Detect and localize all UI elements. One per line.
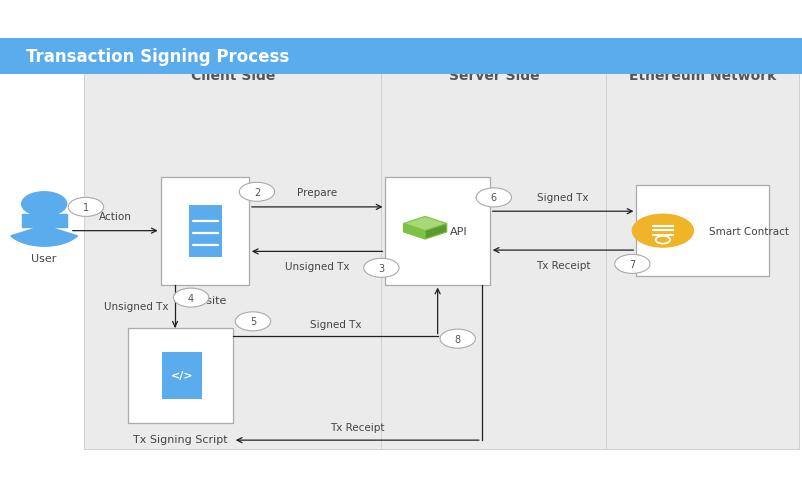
FancyBboxPatch shape — [0, 39, 802, 75]
Text: Prepare: Prepare — [297, 188, 337, 198]
Text: Website: Website — [182, 296, 227, 306]
Circle shape — [632, 215, 693, 248]
Circle shape — [476, 189, 511, 207]
Polygon shape — [403, 224, 424, 240]
Text: Ethereum Network: Ethereum Network — [628, 69, 776, 83]
Text: Signed Tx: Signed Tx — [537, 192, 588, 202]
Circle shape — [614, 255, 650, 274]
Text: Smart Contract: Smart Contract — [708, 226, 788, 236]
Text: 8: 8 — [454, 334, 460, 344]
FancyBboxPatch shape — [162, 352, 201, 399]
FancyBboxPatch shape — [128, 328, 233, 423]
FancyBboxPatch shape — [381, 57, 606, 449]
Wedge shape — [10, 226, 78, 247]
Polygon shape — [403, 217, 446, 231]
Text: Action: Action — [99, 212, 132, 222]
Text: 6: 6 — [490, 193, 496, 203]
Text: Unsigned Tx: Unsigned Tx — [104, 301, 168, 312]
Text: 3: 3 — [378, 263, 384, 273]
Circle shape — [439, 329, 475, 348]
FancyBboxPatch shape — [22, 215, 67, 228]
Text: Tx Receipt: Tx Receipt — [330, 422, 384, 432]
Text: 2: 2 — [253, 187, 260, 197]
Circle shape — [235, 312, 270, 331]
Text: Transaction Signing Process: Transaction Signing Process — [26, 48, 289, 66]
Circle shape — [173, 288, 209, 308]
Circle shape — [239, 183, 274, 202]
FancyBboxPatch shape — [385, 177, 489, 285]
FancyBboxPatch shape — [188, 205, 222, 257]
Circle shape — [22, 192, 67, 216]
FancyBboxPatch shape — [84, 57, 381, 449]
Polygon shape — [424, 224, 446, 240]
Text: 4: 4 — [188, 293, 194, 303]
FancyBboxPatch shape — [160, 177, 249, 285]
FancyBboxPatch shape — [606, 57, 798, 449]
Text: 1: 1 — [83, 203, 89, 213]
Text: API: API — [450, 226, 468, 236]
Circle shape — [363, 259, 399, 278]
Text: Tx Receipt: Tx Receipt — [535, 260, 589, 270]
Text: Signed Tx: Signed Tx — [309, 319, 361, 329]
FancyBboxPatch shape — [636, 186, 768, 276]
Text: Server Side: Server Side — [448, 69, 538, 83]
Text: 5: 5 — [249, 317, 256, 327]
Circle shape — [68, 198, 103, 217]
Text: 7: 7 — [629, 259, 634, 269]
Text: </>: </> — [170, 371, 192, 381]
Text: User: User — [31, 253, 57, 264]
Text: Client Side: Client Side — [190, 69, 275, 83]
Text: Tx Signing Script: Tx Signing Script — [133, 434, 228, 444]
Text: Unsigned Tx: Unsigned Tx — [285, 261, 349, 271]
